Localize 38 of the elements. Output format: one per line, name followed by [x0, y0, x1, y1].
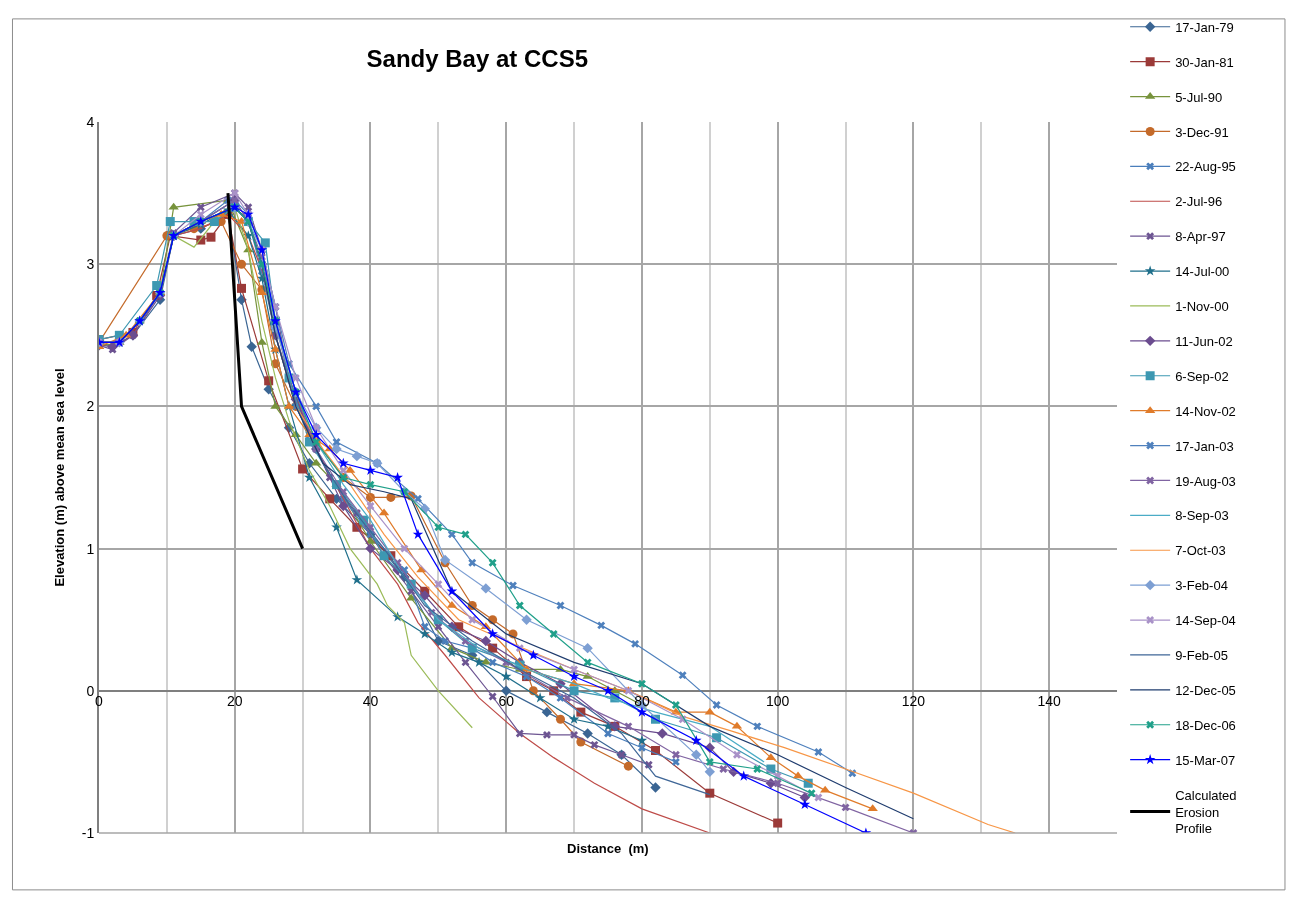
legend-label: 8-Sep-03	[1175, 508, 1229, 524]
legend-label: 5-Jul-90	[1175, 89, 1223, 105]
chart-title: Sandy Bay at CCS5	[366, 44, 589, 72]
legend-label: 17-Jan-03	[1175, 438, 1234, 454]
y-axis-title: Elevation (m) above mean sea level	[52, 368, 68, 587]
legend-label: 15-Mar-07	[1175, 752, 1236, 768]
legend-label: 30-Jan-81	[1175, 54, 1234, 70]
legend-label: 14-Nov-02	[1175, 403, 1236, 419]
y-tick-label: 2	[86, 398, 95, 415]
legend-label: Calculated Erosion Profile	[1175, 787, 1237, 837]
legend-label: 17-Jan-79	[1175, 19, 1234, 35]
y-tick-label: 3	[86, 256, 95, 273]
legend-label: 14-Jul-00	[1175, 264, 1230, 280]
x-tick-label: 40	[362, 692, 379, 709]
y-tick-label: 1	[86, 540, 95, 557]
legend-label: 9-Feb-05	[1175, 648, 1228, 664]
legend-label: 3-Dec-91	[1175, 124, 1229, 140]
x-tick-label: 100	[765, 692, 790, 709]
legend-label: 14-Sep-04	[1175, 613, 1236, 629]
y-tick-label: 4	[86, 113, 95, 130]
y-tick-label: -1	[81, 824, 95, 841]
legend-label: 2-Jul-96	[1175, 194, 1223, 210]
x-tick-label: 80	[634, 692, 650, 709]
legend-label: 6-Sep-02	[1175, 368, 1229, 384]
x-tick-label: 20	[226, 692, 243, 709]
legend-label: 12-Dec-05	[1175, 682, 1236, 698]
legend-label: 3-Feb-04	[1175, 578, 1228, 594]
legend-label: 22-Aug-95	[1175, 159, 1236, 175]
legend-label: 19-Aug-03	[1175, 473, 1236, 489]
x-tick-label: 60	[498, 692, 515, 709]
x-axis-title: Distance (m)	[567, 841, 649, 856]
legend-label: 11-Jun-02	[1175, 333, 1233, 349]
x-tick-label: 120	[901, 692, 926, 709]
legend-label: 1-Nov-00	[1175, 299, 1229, 315]
legend-label: 18-Dec-06	[1175, 717, 1236, 733]
x-tick-label: 140	[1037, 692, 1062, 709]
legend-label: 8-Apr-97	[1175, 229, 1226, 245]
legend-label: 7-Oct-03	[1175, 543, 1226, 559]
